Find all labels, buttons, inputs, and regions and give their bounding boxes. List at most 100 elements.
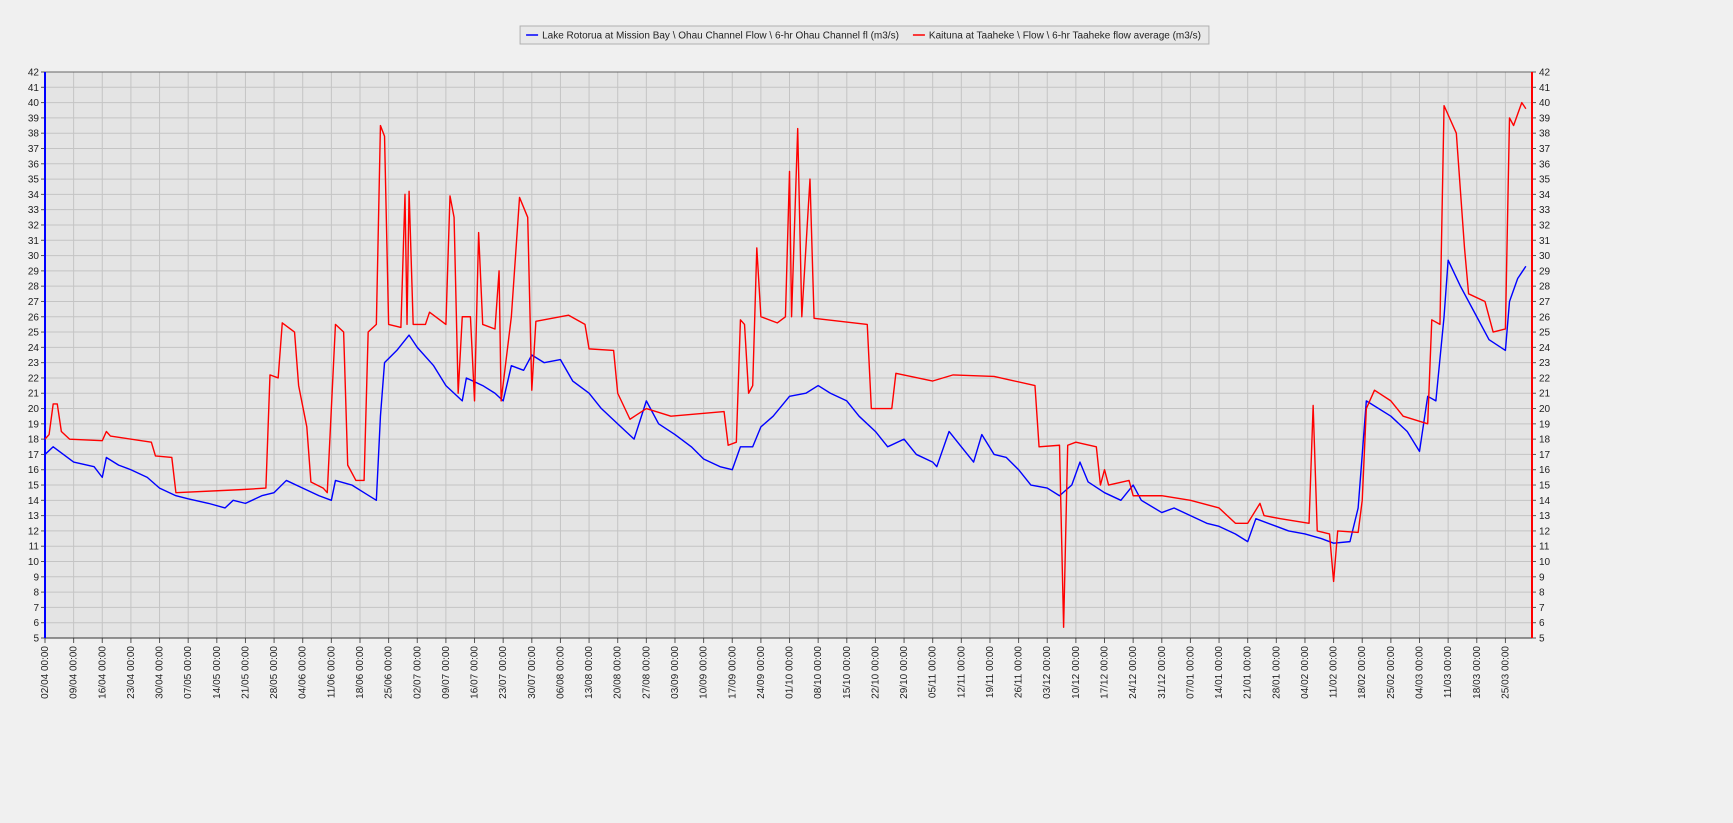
- x-tick-label: 21/01 00:00: [1243, 646, 1254, 699]
- y2-tick-label: 36: [1539, 159, 1551, 170]
- y-tick-label: 32: [28, 220, 40, 231]
- y2-tick-label: 33: [1539, 205, 1551, 216]
- y2-tick-label: 14: [1539, 496, 1551, 507]
- y-tick-label: 28: [28, 282, 40, 293]
- y2-tick-label: 18: [1539, 435, 1551, 446]
- y-tick-label: 17: [28, 450, 40, 461]
- x-tick-label: 25/02 00:00: [1386, 646, 1397, 699]
- y2-tick-label: 13: [1539, 511, 1551, 522]
- legend: Lake Rotorua at Mission Bay \ Ohau Chann…: [519, 25, 1210, 45]
- y2-tick-label: 28: [1539, 282, 1551, 293]
- y2-tick-label: 27: [1539, 297, 1551, 308]
- x-tick-label: 03/09 00:00: [670, 646, 681, 699]
- x-tick-label: 04/02 00:00: [1300, 646, 1311, 699]
- y-tick-label: 34: [28, 190, 40, 201]
- x-tick-label: 25/06 00:00: [384, 646, 395, 699]
- y-tick-label: 22: [28, 373, 40, 384]
- y-tick-label: 8: [33, 588, 39, 599]
- y2-tick-label: 19: [1539, 419, 1551, 430]
- y2-tick-label: 15: [1539, 481, 1551, 492]
- x-tick-label: 04/03 00:00: [1415, 646, 1426, 699]
- x-tick-label: 04/06 00:00: [298, 646, 309, 699]
- y-tick-label: 30: [28, 251, 40, 262]
- y-tick-label: 9: [33, 572, 39, 583]
- y2-tick-label: 32: [1539, 220, 1551, 231]
- x-tick-label: 09/07 00:00: [441, 646, 452, 699]
- legend-box: [519, 25, 1210, 45]
- y2-tick-label: 38: [1539, 129, 1551, 140]
- y2-tick-label: 20: [1539, 404, 1551, 415]
- legend-label: Kaituna at Taaheke \ Flow \ 6-hr Taaheke…: [929, 31, 1201, 42]
- y2-tick-label: 11: [1539, 542, 1550, 553]
- x-tick-label: 19/11 00:00: [985, 646, 996, 699]
- y-tick-label: 19: [28, 419, 40, 430]
- y2-tick-label: 35: [1539, 175, 1551, 186]
- y2-tick-label: 30: [1539, 251, 1551, 262]
- y2-tick-label: 40: [1539, 98, 1551, 109]
- y-tick-label: 11: [29, 542, 40, 553]
- x-tick-label: 26/11 00:00: [1014, 646, 1025, 699]
- y-tick-label: 10: [28, 557, 40, 568]
- y-tick-label: 26: [28, 312, 40, 323]
- y2-tick-label: 37: [1539, 144, 1551, 155]
- y-tick-label: 23: [28, 358, 40, 369]
- y-tick-label: 37: [28, 144, 40, 155]
- y-tick-label: 42: [28, 68, 40, 79]
- x-tick-label: 14/05 00:00: [212, 646, 223, 699]
- y2-tick-label: 21: [1539, 389, 1551, 400]
- y-tick-label: 33: [28, 205, 40, 216]
- y-tick-label: 38: [28, 129, 40, 140]
- y2-tick-label: 5: [1539, 634, 1545, 645]
- x-tick-label: 28/01 00:00: [1271, 646, 1282, 699]
- y2-tick-label: 10: [1539, 557, 1551, 568]
- y-tick-label: 25: [28, 328, 40, 339]
- x-tick-label: 07/01 00:00: [1185, 646, 1196, 699]
- x-tick-label: 13/08 00:00: [584, 646, 595, 699]
- y2-tick-label: 41: [1539, 83, 1551, 94]
- legend-label: Lake Rotorua at Mission Bay \ Ohau Chann…: [542, 31, 899, 42]
- x-tick-label: 10/09 00:00: [699, 646, 710, 699]
- y-tick-label: 14: [28, 496, 40, 507]
- x-tick-label: 29/10 00:00: [899, 646, 910, 699]
- x-tick-label: 31/12 00:00: [1157, 646, 1168, 699]
- x-tick-label: 08/10 00:00: [813, 646, 824, 699]
- x-tick-label: 12/11 00:00: [956, 646, 967, 699]
- x-tick-label: 03/12 00:00: [1042, 646, 1053, 699]
- x-tick-label: 30/07 00:00: [527, 646, 538, 699]
- x-tick-label: 15/10 00:00: [842, 646, 853, 699]
- y2-tick-label: 16: [1539, 465, 1551, 476]
- y-tick-label: 6: [33, 618, 39, 629]
- series-line: [44, 101, 1527, 628]
- y2-tick-label: 23: [1539, 358, 1551, 369]
- y-tick-label: 39: [28, 113, 40, 124]
- x-tick-label: 21/05 00:00: [240, 646, 251, 699]
- x-tick-label: 11/02 00:00: [1329, 646, 1340, 699]
- x-tick-label: 25/03 00:00: [1500, 646, 1511, 699]
- y-tick-label: 35: [28, 175, 40, 186]
- x-tick-label: 24/09 00:00: [756, 646, 767, 699]
- y-tick-label: 15: [28, 481, 40, 492]
- x-tick-label: 11/06 00:00: [326, 646, 337, 699]
- y-tick-label: 31: [28, 236, 40, 247]
- y-tick-label: 27: [28, 297, 40, 308]
- y-tick-label: 40: [28, 98, 40, 109]
- y-tick-label: 29: [28, 266, 40, 277]
- y-tick-label: 5: [33, 634, 39, 645]
- x-tick-label: 14/01 00:00: [1214, 646, 1225, 699]
- x-tick-label: 11/03 00:00: [1443, 646, 1454, 699]
- y-tick-label: 12: [28, 526, 40, 537]
- y-tick-label: 18: [28, 435, 40, 446]
- x-tick-label: 23/07 00:00: [498, 646, 509, 699]
- series-line: [44, 259, 1527, 544]
- y2-tick-label: 9: [1539, 572, 1545, 583]
- plot-area: [45, 72, 1532, 638]
- x-tick-label: 18/06 00:00: [355, 646, 366, 699]
- y2-tick-label: 22: [1539, 373, 1551, 384]
- y-tick-label: 13: [28, 511, 40, 522]
- y2-tick-label: 17: [1539, 450, 1551, 461]
- x-tick-label: 17/12 00:00: [1100, 646, 1111, 699]
- y2-tick-label: 8: [1539, 588, 1545, 599]
- x-tick-label: 05/11 00:00: [928, 646, 939, 699]
- x-tick-label: 22/10 00:00: [870, 646, 881, 699]
